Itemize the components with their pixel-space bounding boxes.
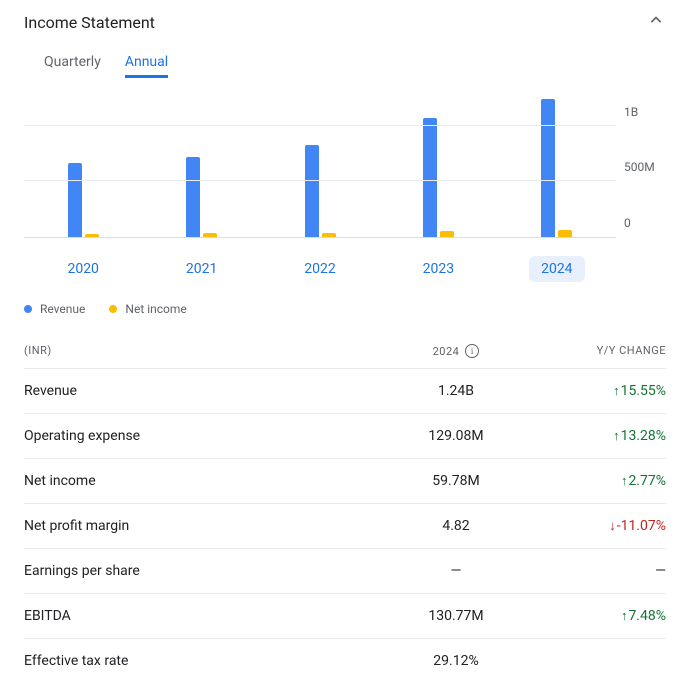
bar-group[interactable] [498,98,616,237]
chart-legend: Revenue Net income [24,302,666,316]
legend-swatch [109,305,117,313]
bar-group[interactable] [142,98,260,237]
gridline [24,125,616,126]
table-row: EBITDA130.77M↑7.48% [24,593,666,638]
metric-name: Operating expense [24,428,386,444]
collapse-icon[interactable] [646,10,666,35]
bar-revenue [541,99,555,237]
chart-bars [24,98,616,237]
metric-value: 1.24B [386,383,526,399]
legend-label: Revenue [40,302,85,316]
chart-y-axis: 0 500M 1B [616,98,666,237]
info-icon[interactable]: i [465,344,479,358]
bar-net-income [440,231,454,237]
y-tick-label: 0 [624,216,631,230]
metric-name: Effective tax rate [24,653,386,669]
metric-value: 29.12% [386,653,526,669]
legend-item: Revenue [24,302,85,316]
card-title: Income Statement [24,13,155,32]
x-label-2024[interactable]: 2024 [529,256,584,282]
table-row: Net profit margin4.82↓-11.07% [24,503,666,548]
period-tabs: Quarterly Annual [24,54,666,78]
tab-annual[interactable]: Annual [125,54,168,78]
bar-revenue [423,118,437,237]
table-header: (INR) 2024 i Y/Y CHANGE [24,334,666,368]
metric-change: ↑13.28% [526,428,666,444]
chart-plot-area: 0500M1B [24,98,616,238]
y-tick-label: 500M [624,160,655,174]
metric-name: EBITDA [24,608,386,624]
x-label-2021[interactable]: 2021 [174,256,229,282]
chart-x-axis: 2020 2021 2022 2023 2024 [24,256,616,282]
metric-name: Net profit margin [24,518,386,534]
table-row: Net income59.78M↑2.77% [24,458,666,503]
x-label-2022[interactable]: 2022 [292,256,347,282]
col-header-value: 2024 i [386,344,526,358]
col-header-change: Y/Y CHANGE [526,344,666,358]
metric-value: 4.82 [386,518,526,534]
bar-group[interactable] [379,98,497,237]
legend-label: Net income [125,302,186,316]
legend-swatch [24,305,32,313]
metric-change: — [526,563,666,579]
income-statement-card: Income Statement Quarterly Annual 0 500M 1B… [0,0,690,683]
metric-value: 59.78M [386,473,526,489]
bar-group[interactable] [261,98,379,237]
x-label-2020[interactable]: 2020 [55,256,110,282]
table-row: Effective tax rate29.12% [24,638,666,683]
legend-item: Net income [109,302,186,316]
bar-revenue [68,163,82,238]
bar-revenue [186,157,200,237]
bar-net-income [85,234,99,237]
metric-change: ↑2.77% [526,473,666,489]
tab-quarterly[interactable]: Quarterly [44,54,101,78]
table-row: Operating expense129.08M↑13.28% [24,413,666,458]
metric-change: ↑7.48% [526,608,666,624]
bar-net-income [322,233,336,237]
gridline [24,180,616,181]
metric-name: Net income [24,473,386,489]
metric-value: 129.08M [386,428,526,444]
bar-revenue [305,145,319,237]
chart: 0 500M 1B 2020 2021 2022 2023 2024 [24,98,666,282]
y-tick-label: 1B [624,105,638,119]
metric-value: 130.77M [386,608,526,624]
bar-net-income [203,233,217,237]
metric-value: — [386,563,526,579]
x-label-2023[interactable]: 2023 [411,256,466,282]
metric-change: ↓-11.07% [526,518,666,534]
card-header: Income Statement [24,8,666,36]
col-header-currency: (INR) [24,344,386,358]
metric-change: ↑15.55% [526,383,666,399]
bar-group[interactable] [24,98,142,237]
metric-name: Earnings per share [24,563,386,579]
table-row: Earnings per share—— [24,548,666,593]
bar-net-income [558,230,572,237]
table-row: Revenue1.24B↑15.55% [24,368,666,413]
metric-name: Revenue [24,383,386,399]
metrics-table: (INR) 2024 i Y/Y CHANGE Revenue1.24B↑15.… [24,334,666,683]
